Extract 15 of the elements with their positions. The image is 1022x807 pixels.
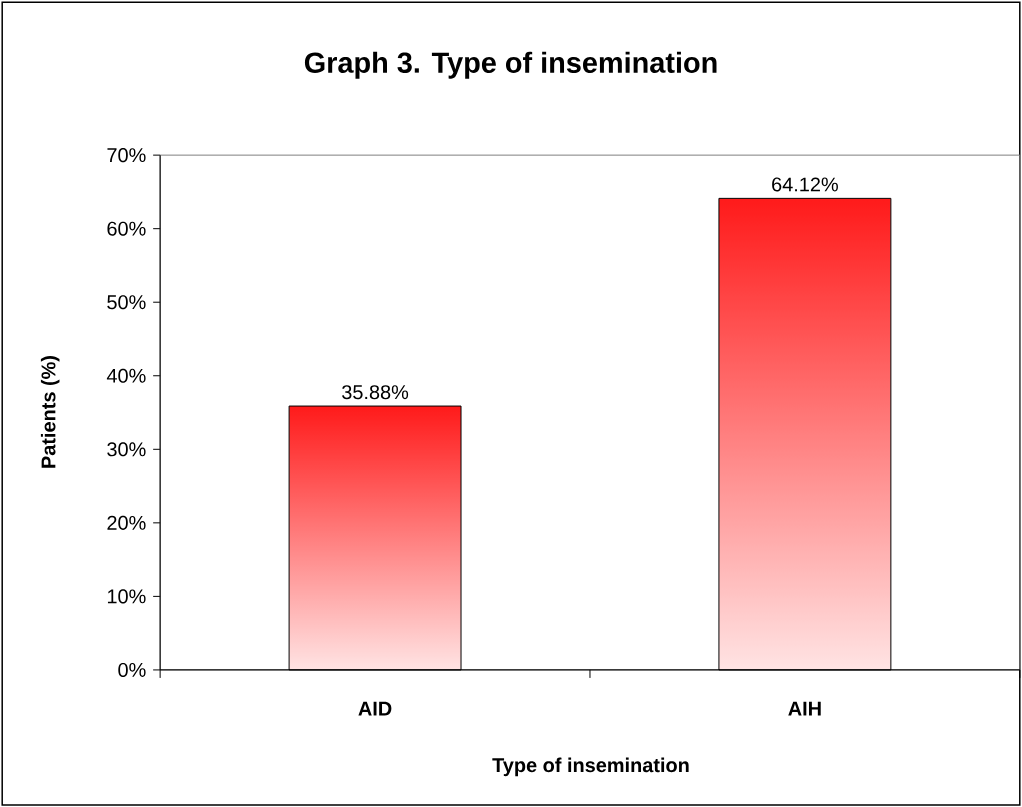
- x-tick-label: AID: [358, 701, 392, 716]
- y-tick-label: 60%: [107, 221, 146, 236]
- data-label: 64.12%: [772, 177, 838, 192]
- y-tick-label: 70%: [107, 148, 146, 163]
- y-tick-label: 50%: [107, 295, 146, 310]
- data-label: 35.88%: [342, 385, 409, 400]
- x-tick-label: AIH: [788, 701, 821, 716]
- y-axis-title: Patients (%): [40, 356, 60, 468]
- y-tick-label: 20%: [107, 515, 146, 530]
- y-tick-label: 40%: [106, 368, 146, 383]
- y-tick-label: 0%: [118, 662, 146, 677]
- y-tick-label: 10%: [107, 589, 146, 604]
- chart-title: Graph 3. Type of insemination: [304, 51, 717, 79]
- y-tick-label: 30%: [107, 442, 146, 457]
- x-axis-title: Type of insemination: [492, 757, 689, 777]
